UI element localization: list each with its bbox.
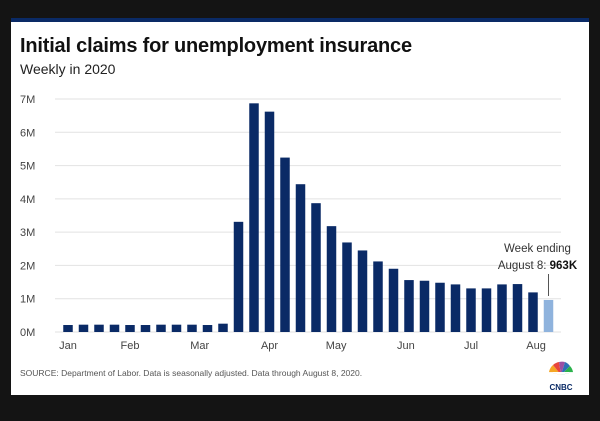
source-note: SOURCE: Department of Labor. Data is sea… bbox=[20, 368, 363, 378]
bar bbox=[140, 325, 151, 332]
chart-card: Initial claims for unemployment insuranc… bbox=[11, 18, 589, 395]
chart-title: Initial claims for unemployment insuranc… bbox=[20, 35, 412, 57]
bar bbox=[280, 157, 290, 332]
bar bbox=[388, 268, 399, 332]
bar bbox=[94, 324, 104, 332]
logo-wordmark: CNBC bbox=[549, 383, 572, 392]
x-tick-label: Aug bbox=[526, 340, 546, 352]
bar bbox=[218, 323, 228, 332]
bar bbox=[326, 226, 337, 332]
y-tick-label: 7M bbox=[20, 94, 35, 106]
bar bbox=[78, 324, 89, 332]
y-tick-label: 2M bbox=[20, 260, 35, 272]
x-tick-label: May bbox=[326, 340, 347, 352]
x-tick-label: Mar bbox=[190, 340, 209, 352]
bar bbox=[109, 324, 120, 332]
bar bbox=[450, 284, 461, 332]
annotation: Week ending August 8: 963K bbox=[498, 243, 578, 296]
bar bbox=[249, 103, 259, 332]
y-tick-label: 3M bbox=[20, 227, 35, 239]
x-tick-label: Jul bbox=[464, 340, 478, 352]
grid-lines bbox=[55, 98, 561, 333]
bar bbox=[497, 284, 507, 332]
bar bbox=[171, 324, 182, 332]
bar bbox=[466, 288, 476, 332]
annotation-date: August 8: bbox=[498, 260, 550, 272]
bar bbox=[373, 261, 383, 332]
bar bbox=[419, 280, 430, 332]
y-tick-label: 1M bbox=[20, 294, 35, 306]
bar bbox=[342, 242, 352, 332]
x-tick-label: Jun bbox=[397, 340, 415, 352]
bar bbox=[295, 184, 306, 332]
annotation-value: 963K bbox=[550, 260, 578, 272]
bar bbox=[125, 325, 135, 332]
x-tick-label: Feb bbox=[121, 340, 140, 352]
y-tick-label: 0M bbox=[20, 327, 35, 339]
y-tick-label: 6M bbox=[20, 127, 35, 139]
bar bbox=[435, 282, 445, 332]
annotation-line-1: Week ending bbox=[504, 243, 571, 255]
bar bbox=[311, 203, 321, 332]
bar-chart: 0M 1M 2M 3M 4M 5M 6M 7M Jan Feb Mar Apr May Jun Jul Au… bbox=[20, 94, 578, 352]
bars bbox=[63, 103, 554, 332]
x-axis-labels: Jan Feb Mar Apr May Jun Jul Aug bbox=[59, 340, 546, 352]
bar bbox=[528, 292, 538, 332]
bar bbox=[357, 250, 368, 332]
x-tick-label: Apr bbox=[261, 340, 278, 352]
bar bbox=[63, 325, 73, 332]
x-tick-label: Jan bbox=[59, 340, 77, 352]
annotation-line-2: August 8: 963K bbox=[498, 260, 578, 272]
bar bbox=[187, 324, 197, 332]
cnbc-logo-icon: CNBC bbox=[549, 361, 573, 392]
bar bbox=[156, 324, 166, 332]
bar bbox=[404, 280, 414, 332]
y-tick-label: 4M bbox=[20, 194, 35, 206]
y-axis-labels: 0M 1M 2M 3M 4M 5M 6M 7M bbox=[20, 94, 35, 339]
bar bbox=[202, 325, 213, 332]
bar bbox=[543, 299, 554, 332]
y-tick-label: 5M bbox=[20, 161, 35, 173]
bar bbox=[233, 221, 244, 332]
bar bbox=[481, 288, 492, 332]
bar bbox=[264, 111, 275, 332]
chart-subtitle: Weekly in 2020 bbox=[20, 61, 116, 77]
bar bbox=[512, 284, 523, 332]
